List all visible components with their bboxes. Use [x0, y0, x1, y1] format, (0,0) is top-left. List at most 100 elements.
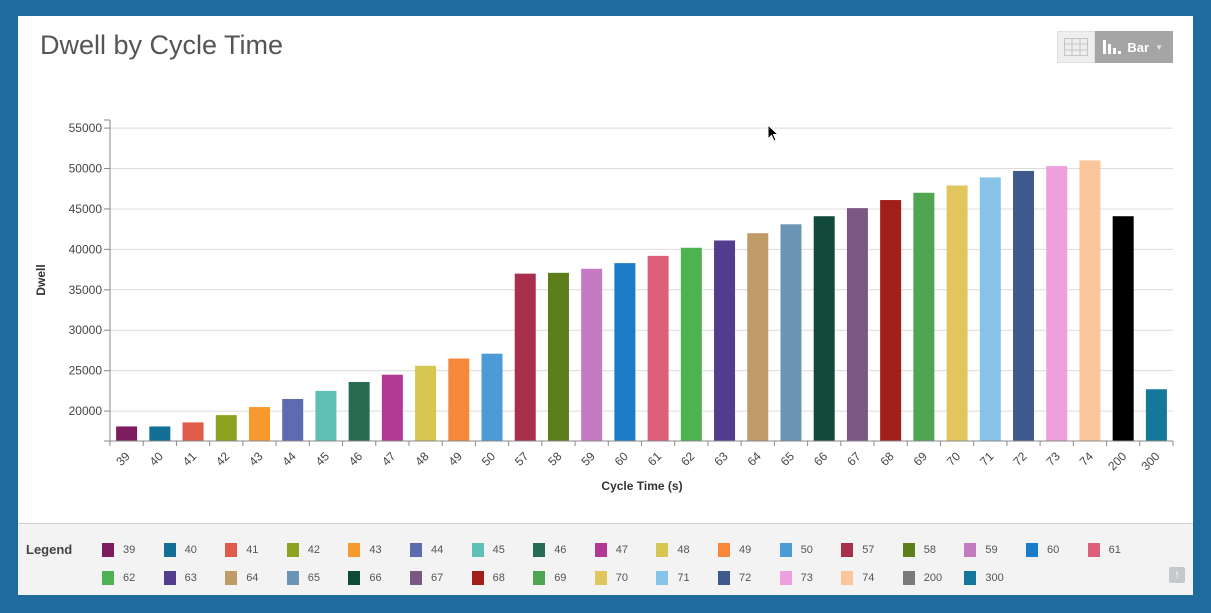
bar-43[interactable]: [248, 407, 270, 441]
bar-72[interactable]: [1013, 170, 1035, 441]
bar-41[interactable]: [182, 422, 204, 441]
arrow-up-icon: ↑: [1174, 569, 1180, 581]
legend-item-39[interactable]: 39: [102, 542, 135, 558]
bar-70[interactable]: [946, 185, 968, 441]
legend-item-43[interactable]: 43: [348, 542, 382, 558]
bar-50[interactable]: [481, 353, 503, 441]
x-tick-label: 58: [545, 449, 565, 469]
x-tick-label: 44: [279, 449, 299, 469]
bar-74[interactable]: [1079, 160, 1101, 441]
legend-item-label: 64: [246, 572, 259, 584]
x-tick-label: 40: [147, 449, 167, 469]
bar-view-dropdown[interactable]: Bar ▼: [1095, 31, 1173, 63]
legend-item-200[interactable]: 200: [902, 570, 942, 586]
bar-47[interactable]: [381, 374, 403, 441]
x-tick-label: 43: [246, 449, 266, 469]
legend-swatch: [225, 571, 238, 585]
legend-item-300[interactable]: 300: [964, 570, 1004, 586]
view-type-label: Bar: [1127, 39, 1150, 55]
legend-item-61[interactable]: 61: [1087, 542, 1121, 558]
legend-item-64[interactable]: 64: [225, 570, 258, 586]
x-tick-label: 68: [877, 449, 897, 469]
bar-39[interactable]: [116, 426, 138, 441]
legend-item-50[interactable]: 50: [779, 542, 813, 558]
legend-item-label: 66: [369, 572, 382, 584]
bar-44[interactable]: [282, 398, 304, 441]
legend-swatch: [1026, 543, 1038, 557]
legend-item-41[interactable]: 41: [225, 542, 258, 558]
bar-66[interactable]: [813, 216, 835, 441]
x-tick-label: 67: [844, 449, 864, 469]
legend-item-60[interactable]: 60: [1026, 542, 1059, 558]
legend-item-40[interactable]: 40: [163, 542, 197, 558]
bar-42[interactable]: [215, 415, 237, 441]
legend-swatch: [471, 543, 484, 557]
legend-swatch: [410, 571, 422, 585]
legend-item-62[interactable]: 62: [102, 570, 135, 586]
bar-57[interactable]: [514, 273, 536, 441]
bar-64[interactable]: [747, 233, 769, 441]
legend-item-49[interactable]: 49: [718, 542, 751, 558]
legend-item-label: 300: [985, 572, 1004, 584]
legend-item-68[interactable]: 68: [471, 570, 505, 586]
legend-item-65[interactable]: 65: [286, 570, 321, 586]
bar-48[interactable]: [415, 365, 437, 441]
bar-62[interactable]: [680, 247, 702, 441]
legend-swatch: [286, 571, 299, 585]
bar-layer: [116, 160, 1167, 441]
legend-item-71[interactable]: 71: [656, 570, 690, 586]
legend-item-label: 69: [554, 572, 567, 584]
legend-swatch: [902, 571, 915, 585]
bar-49[interactable]: [448, 358, 470, 441]
legend-item-66[interactable]: 66: [348, 570, 382, 586]
legend-item-44[interactable]: 44: [410, 542, 443, 558]
x-tick-label: 60: [612, 449, 632, 469]
legend-item-57[interactable]: 57: [841, 542, 874, 558]
bar-73[interactable]: [1046, 166, 1068, 441]
legend-item-69[interactable]: 69: [533, 570, 566, 586]
legend-item-73[interactable]: 73: [779, 570, 813, 586]
legend-item-67[interactable]: 67: [410, 570, 443, 586]
legend: Legend 39 40 41 42 43 44 45 46 47 48 49 50 57 58 59 60 6…: [18, 523, 1193, 595]
x-tick-label: 200: [1105, 449, 1129, 473]
legend-item-label: 65: [307, 572, 321, 584]
legend-item-74[interactable]: 74: [841, 570, 874, 586]
bar-69[interactable]: [913, 192, 935, 441]
legend-item-70[interactable]: 70: [594, 570, 628, 586]
legend-swatch: [779, 571, 792, 585]
bar-58[interactable]: [547, 272, 569, 441]
bar-60[interactable]: [614, 263, 636, 441]
bar-67[interactable]: [846, 208, 868, 441]
bar-40[interactable]: [149, 426, 171, 441]
bar-68[interactable]: [880, 200, 902, 441]
legend-swatch: [348, 543, 361, 557]
x-tick-label: 63: [711, 449, 731, 469]
legend-item-63[interactable]: 63: [163, 570, 197, 586]
scroll-top-button[interactable]: ↑: [1169, 567, 1185, 583]
table-view-button[interactable]: [1057, 31, 1096, 63]
legend-item-47[interactable]: 47: [594, 542, 628, 558]
chevron-down-icon: ▼: [1155, 42, 1163, 52]
bar-63[interactable]: [714, 240, 736, 441]
bar-45[interactable]: [315, 390, 337, 441]
bar-46[interactable]: [348, 381, 370, 441]
bar-59[interactable]: [581, 268, 603, 441]
legend-item-59[interactable]: 59: [964, 542, 998, 558]
legend-item-label: 48: [677, 544, 690, 556]
x-tick-label: 41: [180, 449, 200, 469]
bar-65[interactable]: [780, 224, 802, 441]
bar-61[interactable]: [647, 255, 669, 441]
bar-300[interactable]: [1145, 389, 1167, 441]
bar-71[interactable]: [979, 177, 1001, 441]
legend-item-45[interactable]: 45: [471, 542, 505, 558]
legend-swatch: [718, 571, 730, 585]
y-tick-label: 50000: [69, 162, 103, 176]
legend-swatch: [533, 543, 546, 557]
legend-item-48[interactable]: 48: [656, 542, 690, 558]
legend-item-72[interactable]: 72: [718, 570, 751, 586]
legend-item-46[interactable]: 46: [533, 542, 566, 558]
x-tick-label: 74: [1077, 449, 1097, 469]
legend-item-58[interactable]: 58: [902, 542, 936, 558]
bar-200[interactable]: [1112, 216, 1134, 441]
legend-item-42[interactable]: 42: [286, 542, 320, 558]
